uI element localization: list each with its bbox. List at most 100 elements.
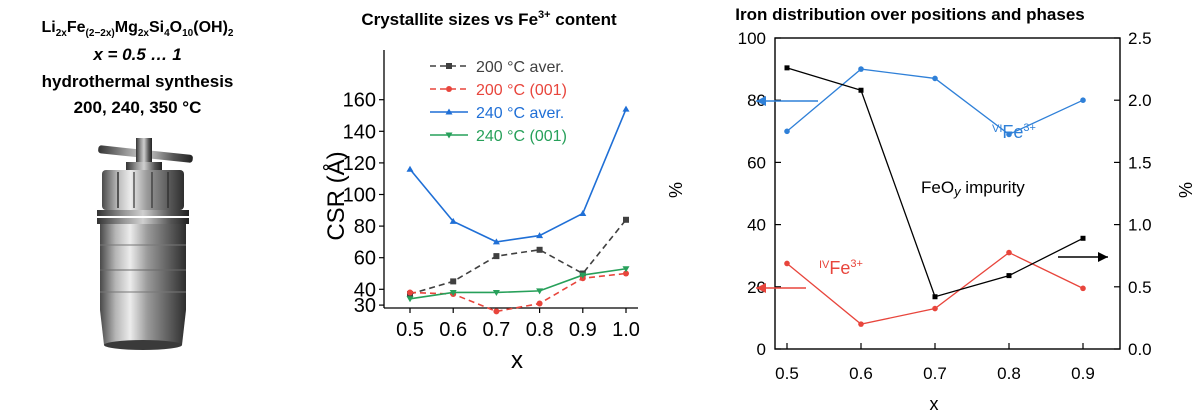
chemical-formula: Li2xFe(2−2x)Mg2xSi4O10(OH)2: [41, 19, 234, 40]
method-label: hydrothermal synthesis: [41, 72, 234, 91]
chart2-point: [858, 87, 864, 93]
chart2-point: [1006, 273, 1012, 279]
chart2-point: [784, 65, 790, 71]
temperatures-label: 200, 240, 350 °C: [73, 98, 202, 117]
chart1-xtick-label: 0.7: [482, 319, 510, 341]
chart2-xtick-label: 0.6: [849, 364, 873, 383]
chart1-point: [406, 165, 414, 172]
chart1-legend-marker: [445, 132, 453, 139]
chart1-series-line: [409, 108, 627, 243]
chart1-ylabel: CSR (Å): [322, 151, 350, 240]
chart2-label-iv-fe: IVFe3+: [819, 258, 863, 278]
chart1-series-line: [409, 272, 627, 313]
x-range-label: x = 0.5 … 1: [93, 45, 182, 64]
chart2-point: [1080, 285, 1086, 292]
chart1-point: [579, 209, 587, 216]
chart1-point: [579, 272, 587, 279]
chart2-ytick-right-label: 0.0: [1128, 340, 1152, 359]
chart2-title: Iron distribution over positions and pha…: [735, 5, 1084, 24]
chart1-ytick-label: 80: [354, 216, 376, 238]
chart1-ytick-label: 100: [343, 185, 376, 207]
chart2-point: [1080, 235, 1086, 241]
chart1-point: [449, 289, 457, 296]
chart1-legend-label: 240 °C (001): [476, 128, 567, 145]
chart1-ytick-label: 140: [343, 121, 376, 143]
chart2-xlabel: x: [930, 394, 939, 414]
chart2-point: [784, 260, 790, 267]
chart2-ytick-right-label: 2.0: [1128, 91, 1152, 110]
chart1-ytick-label: 30: [354, 295, 376, 317]
chart1-ytick-label: 60: [354, 248, 376, 270]
chart2-ytick-left-label: 60: [747, 153, 766, 172]
chart1-legend-label: 240 °C aver.: [476, 105, 564, 122]
chart1-legend-marker: [445, 108, 453, 115]
chart1-legend-marker: [446, 86, 452, 92]
chart1-title: Crystallite sizes vs Fe3+ content: [361, 9, 617, 29]
chart2-ytick-right-label: 2.5: [1128, 29, 1152, 48]
chart1-point: [623, 270, 629, 277]
chart2-label-feo-impurity: FeOy impurity: [921, 178, 1025, 199]
chart1-xtick-label: 0.9: [569, 319, 597, 341]
chart2-xtick-label: 0.5: [775, 364, 799, 383]
chart1-point: [536, 246, 543, 253]
chart2-point: [858, 321, 864, 327]
chart2-point: [932, 305, 938, 312]
chart2-ytick-left-label: 0: [757, 340, 766, 359]
chart1-point: [406, 296, 414, 303]
chart2-point: [1080, 97, 1086, 103]
chart2-ytick-left-label: 40: [747, 216, 766, 235]
chart2-series: [784, 65, 1086, 327]
chart2-annotations: VIFe3+ IVFe3+ FeOy impurity: [756, 96, 1108, 293]
chart1-xtick-label: 0.8: [526, 319, 554, 341]
chart1-xtick-label: 0.5: [396, 319, 424, 341]
chart1-ytick-label: 160: [343, 90, 376, 112]
chart2-ytick-right-label: 1.0: [1128, 216, 1152, 235]
chart2-frame: [774, 37, 1121, 350]
chart2-arrow-vi-fe-head: [756, 96, 766, 106]
chart2-point: [1006, 249, 1012, 256]
chart1-point: [407, 289, 413, 296]
chart1-point: [536, 300, 543, 307]
chart2-point: [1006, 131, 1012, 138]
chart1-point: [492, 238, 500, 245]
chart1-point: [622, 266, 630, 273]
chart1-ytick-label: 40: [354, 279, 376, 301]
chart2-ytick-right-label: 1.5: [1128, 153, 1152, 172]
chart1-point: [623, 216, 629, 223]
chart1-point: [450, 278, 457, 285]
chart2-label-vi-fe: VIFe3+: [992, 122, 1036, 142]
autoclave-illustration: [97, 138, 193, 350]
chart1-xlabel: x: [511, 347, 523, 374]
chart2-point: [858, 66, 864, 72]
chart1-point: [536, 232, 544, 239]
chart2-xtick-label: 0.7: [923, 364, 947, 383]
chart1-xtick-label: 1.0: [612, 319, 640, 341]
synthesis-panel: Li2xFe(2−2x)Mg2xSi4O10(OH)2 x = 0.5 … 1 …: [0, 0, 275, 416]
chart2-point: [932, 294, 938, 300]
chart2-ylabel-right: %: [1176, 182, 1196, 198]
chart1-point: [622, 105, 630, 112]
chart2-arrow-feo-head: [1098, 252, 1108, 262]
chart1-legend-marker: [446, 63, 452, 69]
chart1-point: [493, 253, 500, 260]
chart2-xtick-label: 0.9: [1071, 364, 1095, 383]
chart1-xtick-label: 0.6: [439, 319, 467, 341]
chart1-series: [406, 105, 630, 315]
chart2-xtick-label: 0.8: [997, 364, 1021, 383]
chart2-ytick-right-label: 0.5: [1128, 278, 1152, 297]
chart1-point: [492, 289, 500, 296]
chart1-legend: 200 °C aver. 200 °C (001) 240 °C aver. 240 …: [430, 59, 567, 145]
chart1-point: [493, 308, 500, 315]
chart1-ytick-label: 120: [343, 153, 376, 175]
chart2-point: [784, 128, 790, 135]
chart1-legend-label: 200 °C (001): [476, 82, 567, 99]
chart1-legend-label: 200 °C aver.: [476, 59, 564, 76]
chart2-ylabel-left: %: [666, 182, 686, 198]
chart1-point: [536, 288, 544, 295]
chart2-ytick-left-label: 100: [738, 29, 766, 48]
chart1-point: [449, 217, 457, 224]
